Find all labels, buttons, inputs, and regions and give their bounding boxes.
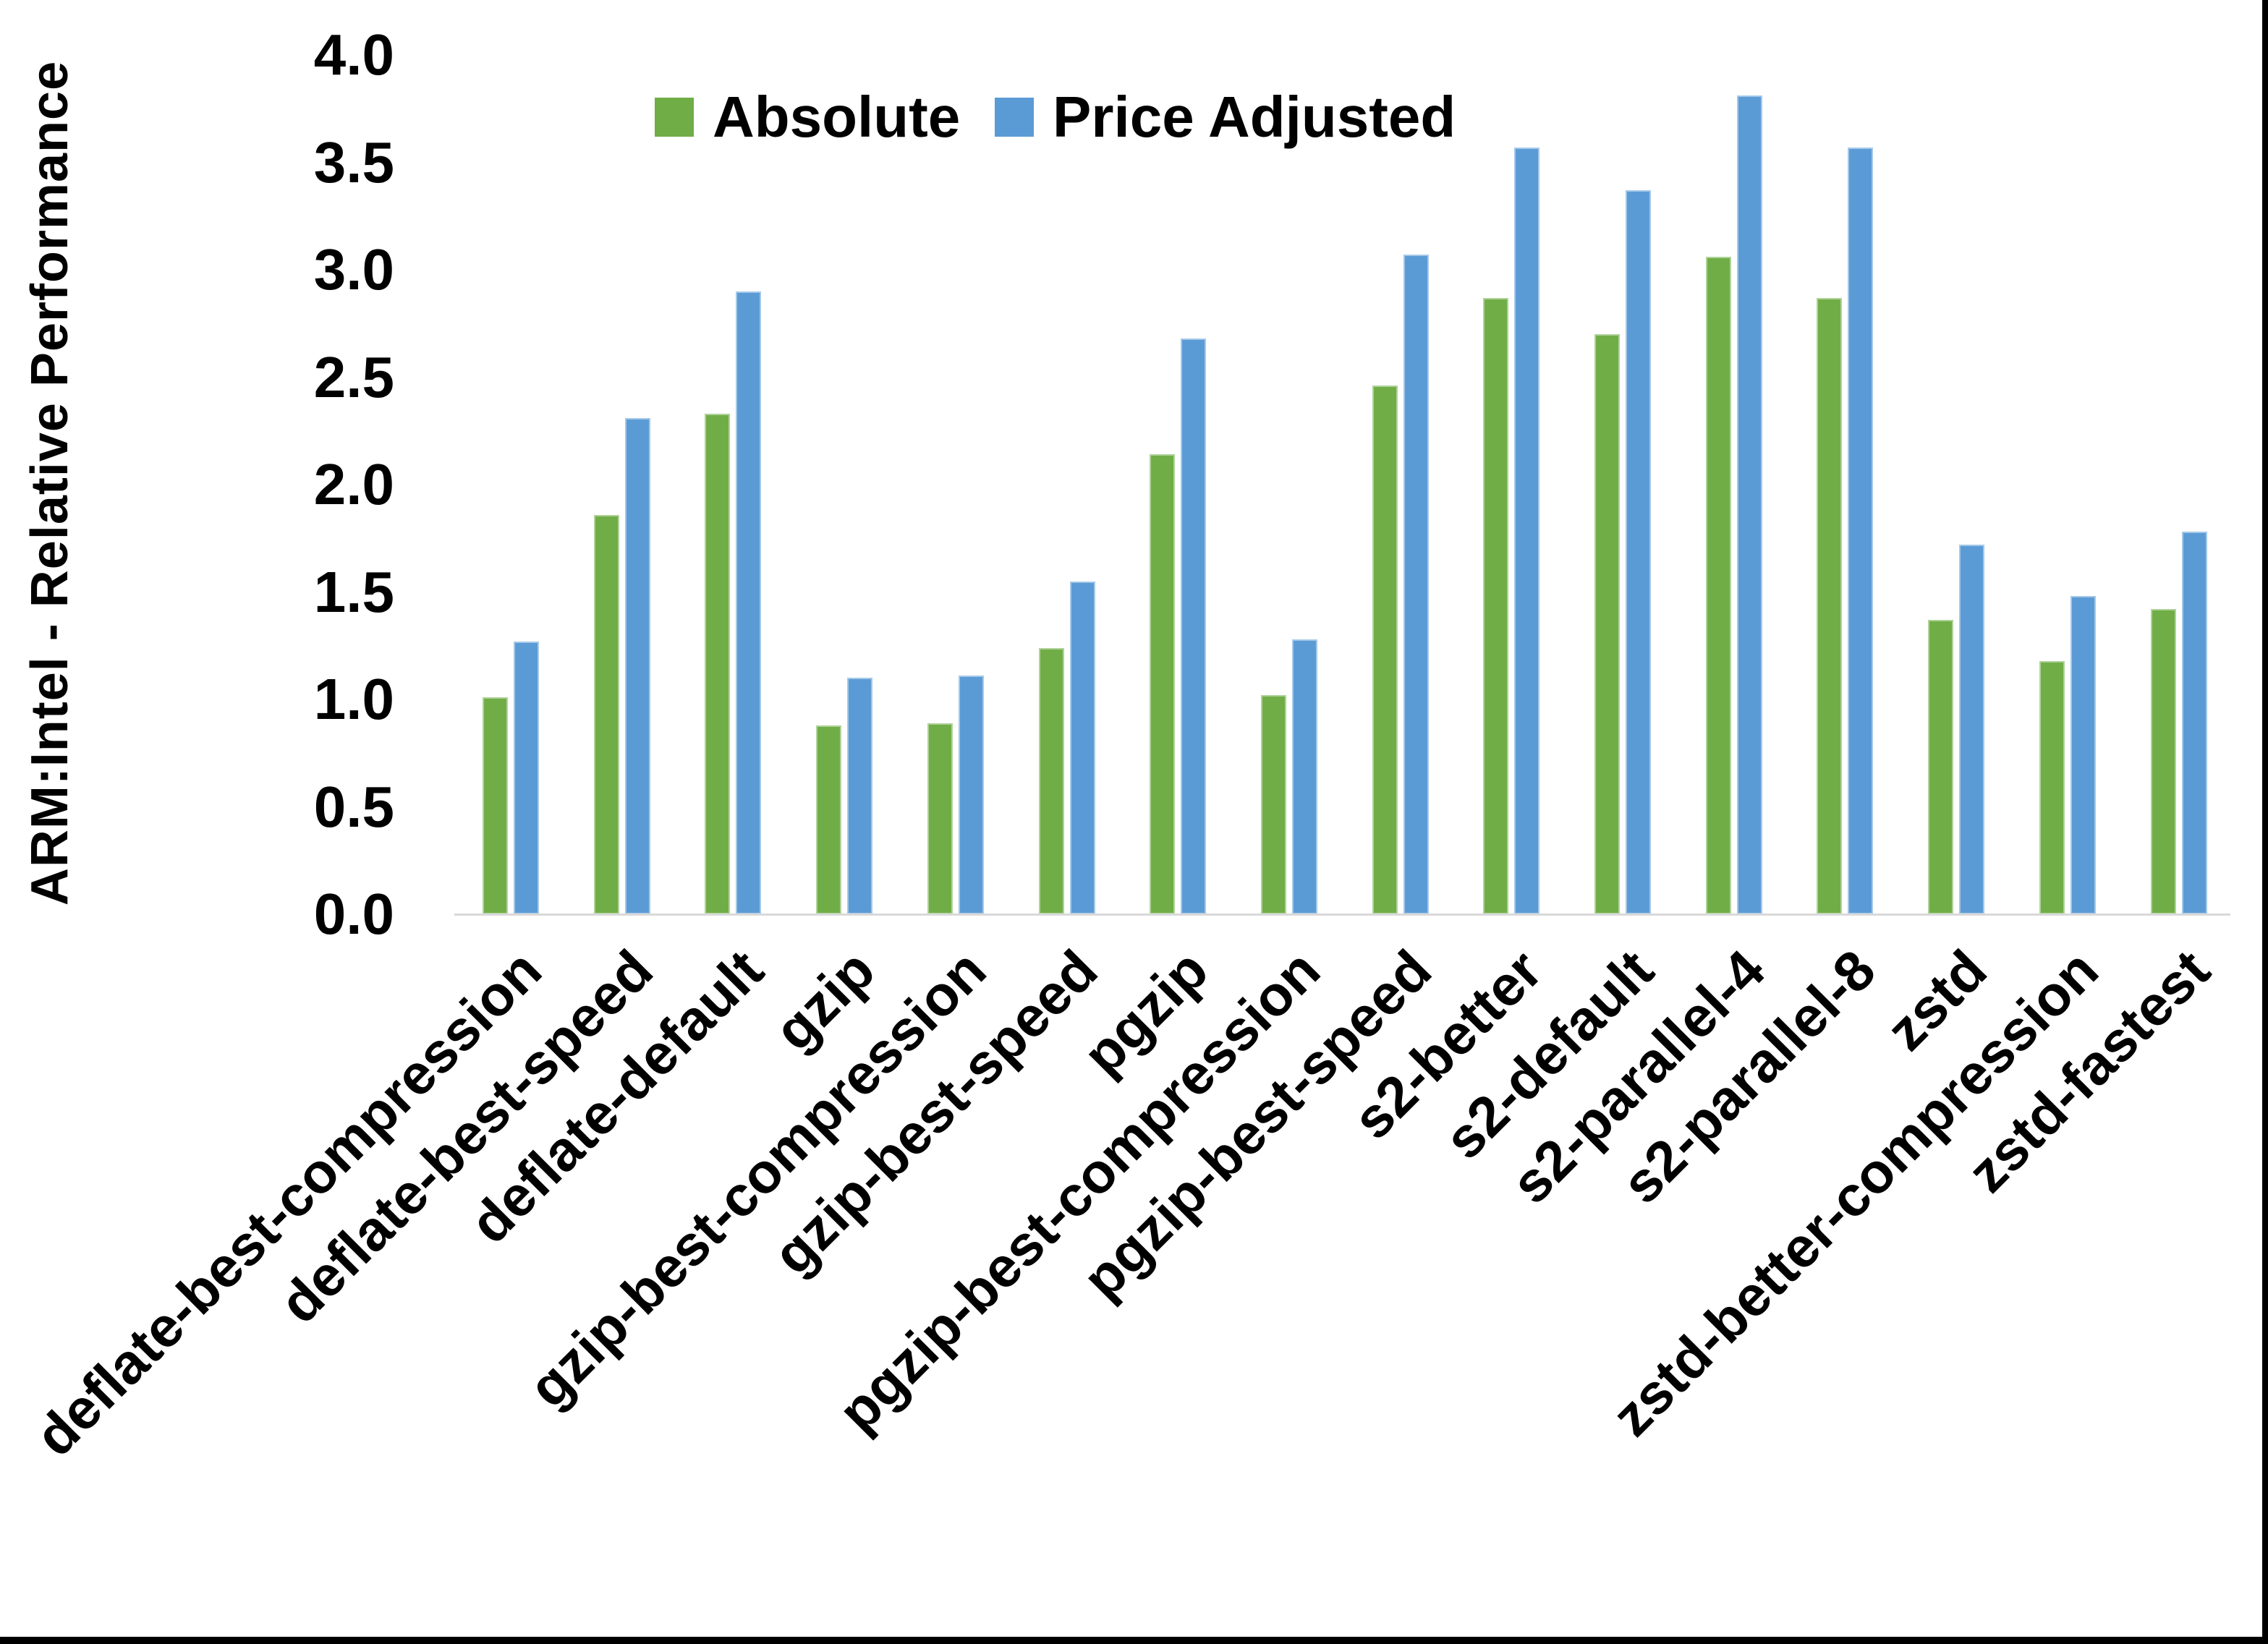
bar-price-adjusted-pgzip: [1181, 338, 1206, 914]
bar-price-adjusted-deflate-default: [736, 291, 761, 914]
legend-item-absolute: Absolute: [655, 88, 960, 146]
bar-price-adjusted-gzip-best-compression: [959, 676, 984, 914]
bar-price-adjusted-s2-better: [1514, 148, 1539, 914]
bar-absolute-zstd-better-compression: [2039, 661, 2065, 914]
bar-absolute-pgzip-best-compression: [1261, 695, 1286, 914]
bar-price-adjusted-deflate-best-speed: [625, 418, 650, 914]
bar-price-adjusted-pgzip-best-speed: [1403, 255, 1429, 914]
bar-price-adjusted-s2-parallel-4: [1737, 95, 1762, 914]
bar-absolute-zstd-fastest: [2151, 609, 2176, 914]
bar-absolute-gzip-best-compression: [927, 723, 953, 914]
bar-absolute-gzip-best-speed: [1039, 648, 1064, 914]
y-tick-label: 0.0: [313, 882, 394, 946]
y-axis-title: ARM:Intel - Relative Performance: [21, 60, 79, 906]
legend-label-absolute: Absolute: [713, 85, 961, 149]
bar-absolute-s2-parallel-4: [1706, 257, 1731, 914]
bar-absolute-zstd: [1928, 620, 1953, 914]
bar-absolute-s2-better: [1483, 298, 1508, 914]
y-tick-label: 0.5: [313, 774, 394, 839]
y-tick-label: 4.0: [313, 22, 394, 87]
bar-absolute-deflate-best-compression: [483, 697, 508, 914]
bar-absolute-deflate-default: [705, 414, 730, 914]
y-tick-label: 1.5: [313, 559, 394, 624]
y-tick-label: 2.5: [313, 344, 394, 409]
legend-swatch-price-adjusted-icon: [995, 98, 1034, 137]
bar-price-adjusted-zstd-better-compression: [2070, 596, 2096, 914]
bar-price-adjusted-zstd: [1959, 545, 1984, 914]
y-tick-label: 3.5: [313, 129, 394, 195]
screenshot-right-border: [2262, 0, 2268, 1644]
bar-absolute-pgzip: [1150, 454, 1175, 914]
bar-price-adjusted-pgzip-best-compression: [1292, 639, 1317, 914]
y-tick-label: 1.0: [313, 667, 394, 731]
bar-price-adjusted-deflate-best-compression: [514, 642, 539, 914]
bar-price-adjusted-gzip-best-speed: [1070, 582, 1095, 914]
legend-item-price-adjusted: Price Adjusted: [995, 88, 1456, 146]
legend-label-price-adjusted: Price Adjusted: [1053, 85, 1456, 149]
bar-absolute-deflate-best-speed: [594, 515, 619, 914]
bar-price-adjusted-s2-default: [1626, 190, 1651, 914]
bar-absolute-s2-parallel-8: [1817, 298, 1842, 914]
screenshot-bottom-border: [0, 1637, 2268, 1644]
legend-swatch-absolute-icon: [655, 98, 694, 137]
y-tick-label: 3.0: [313, 237, 394, 302]
x-axis-line: [454, 913, 2230, 916]
bar-price-adjusted-s2-parallel-8: [1848, 148, 1873, 914]
bar-absolute-pgzip-best-speed: [1372, 386, 1398, 914]
bar-price-adjusted-gzip: [847, 678, 872, 914]
bar-absolute-gzip: [816, 725, 841, 914]
y-tick-label: 2.0: [313, 452, 394, 516]
bar-price-adjusted-zstd-fastest: [2182, 532, 2207, 914]
bar-absolute-s2-default: [1594, 334, 1620, 914]
